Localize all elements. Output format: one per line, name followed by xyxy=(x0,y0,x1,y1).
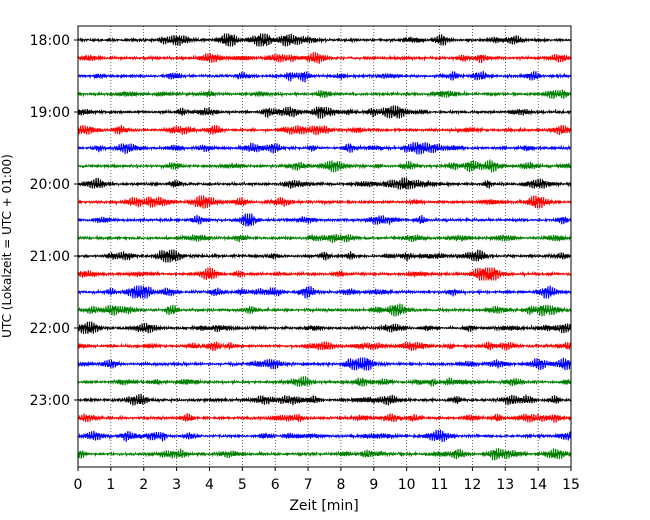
trace-line-2045 xyxy=(77,233,572,244)
y-axis-ticks: 18:00 19:00 20:00 21:00 22:00 23:00 xyxy=(30,33,78,409)
y-tick-label: 18:00 xyxy=(30,33,70,49)
trace-line-1915 xyxy=(77,124,572,136)
x-tick-label: 8 xyxy=(336,477,345,493)
x-tick-label: 10 xyxy=(398,477,416,493)
trace-line-1830 xyxy=(77,70,572,83)
trace-line-1930 xyxy=(77,141,572,155)
x-tick-label: 9 xyxy=(369,477,378,493)
trace-line-1945 xyxy=(77,159,572,173)
y-tick-label: 20:00 xyxy=(30,177,70,193)
y-tick-label: 21:00 xyxy=(30,249,70,265)
trace-line-2300 xyxy=(77,393,572,406)
trace-line-2330 xyxy=(77,429,572,443)
trace-line-2100 xyxy=(77,249,572,263)
trace-line-2345 xyxy=(77,447,572,461)
trace-line-2315 xyxy=(77,412,572,423)
plot-frame xyxy=(77,25,572,468)
y-tick-label: 23:00 xyxy=(30,393,70,409)
trace-line-2245 xyxy=(77,376,572,387)
x-tick-label: 11 xyxy=(431,477,449,493)
x-tick-label: 7 xyxy=(304,477,313,493)
x-tick-label: 1 xyxy=(106,477,115,493)
x-axis-ticks: 0 1 2 3 4 5 6 7 8 9 10 11 12 13 14 15 xyxy=(74,467,580,493)
x-tick-label: 14 xyxy=(529,477,547,493)
trace-line-2115 xyxy=(77,267,572,281)
y-tick-label: 22:00 xyxy=(30,321,70,337)
trace-line-2030 xyxy=(77,213,572,227)
trace-line-1800 xyxy=(77,33,572,47)
x-tick-label: 13 xyxy=(496,477,514,493)
x-tick-label: 2 xyxy=(139,477,148,493)
trace-line-1845 xyxy=(77,89,572,99)
x-tick-label: 3 xyxy=(172,477,181,493)
x-tick-label: 15 xyxy=(562,477,580,493)
trace-line-2200 xyxy=(77,321,572,335)
y-axis-label: UTC (Lokalzeit = UTC + 01:00) xyxy=(0,154,14,338)
trace-line-2000 xyxy=(77,177,572,190)
trace-line-2015 xyxy=(77,195,572,209)
y-tick-label: 19:00 xyxy=(30,105,70,121)
x-tick-label: 0 xyxy=(74,477,83,493)
x-axis-label: Zeit [min] xyxy=(289,498,358,514)
trace-line-1815 xyxy=(77,52,572,64)
trace-line-2145 xyxy=(77,303,572,317)
trace-line-2130 xyxy=(77,285,572,299)
x-tick-label: 6 xyxy=(271,477,280,493)
trace-line-1900 xyxy=(77,105,572,119)
x-tick-label: 5 xyxy=(238,477,247,493)
x-tick-label: 4 xyxy=(205,477,214,493)
trace-line-2230 xyxy=(77,357,572,371)
seismic-traces xyxy=(77,33,572,461)
trace-line-2215 xyxy=(77,341,572,352)
x-tick-label: 12 xyxy=(463,477,481,493)
